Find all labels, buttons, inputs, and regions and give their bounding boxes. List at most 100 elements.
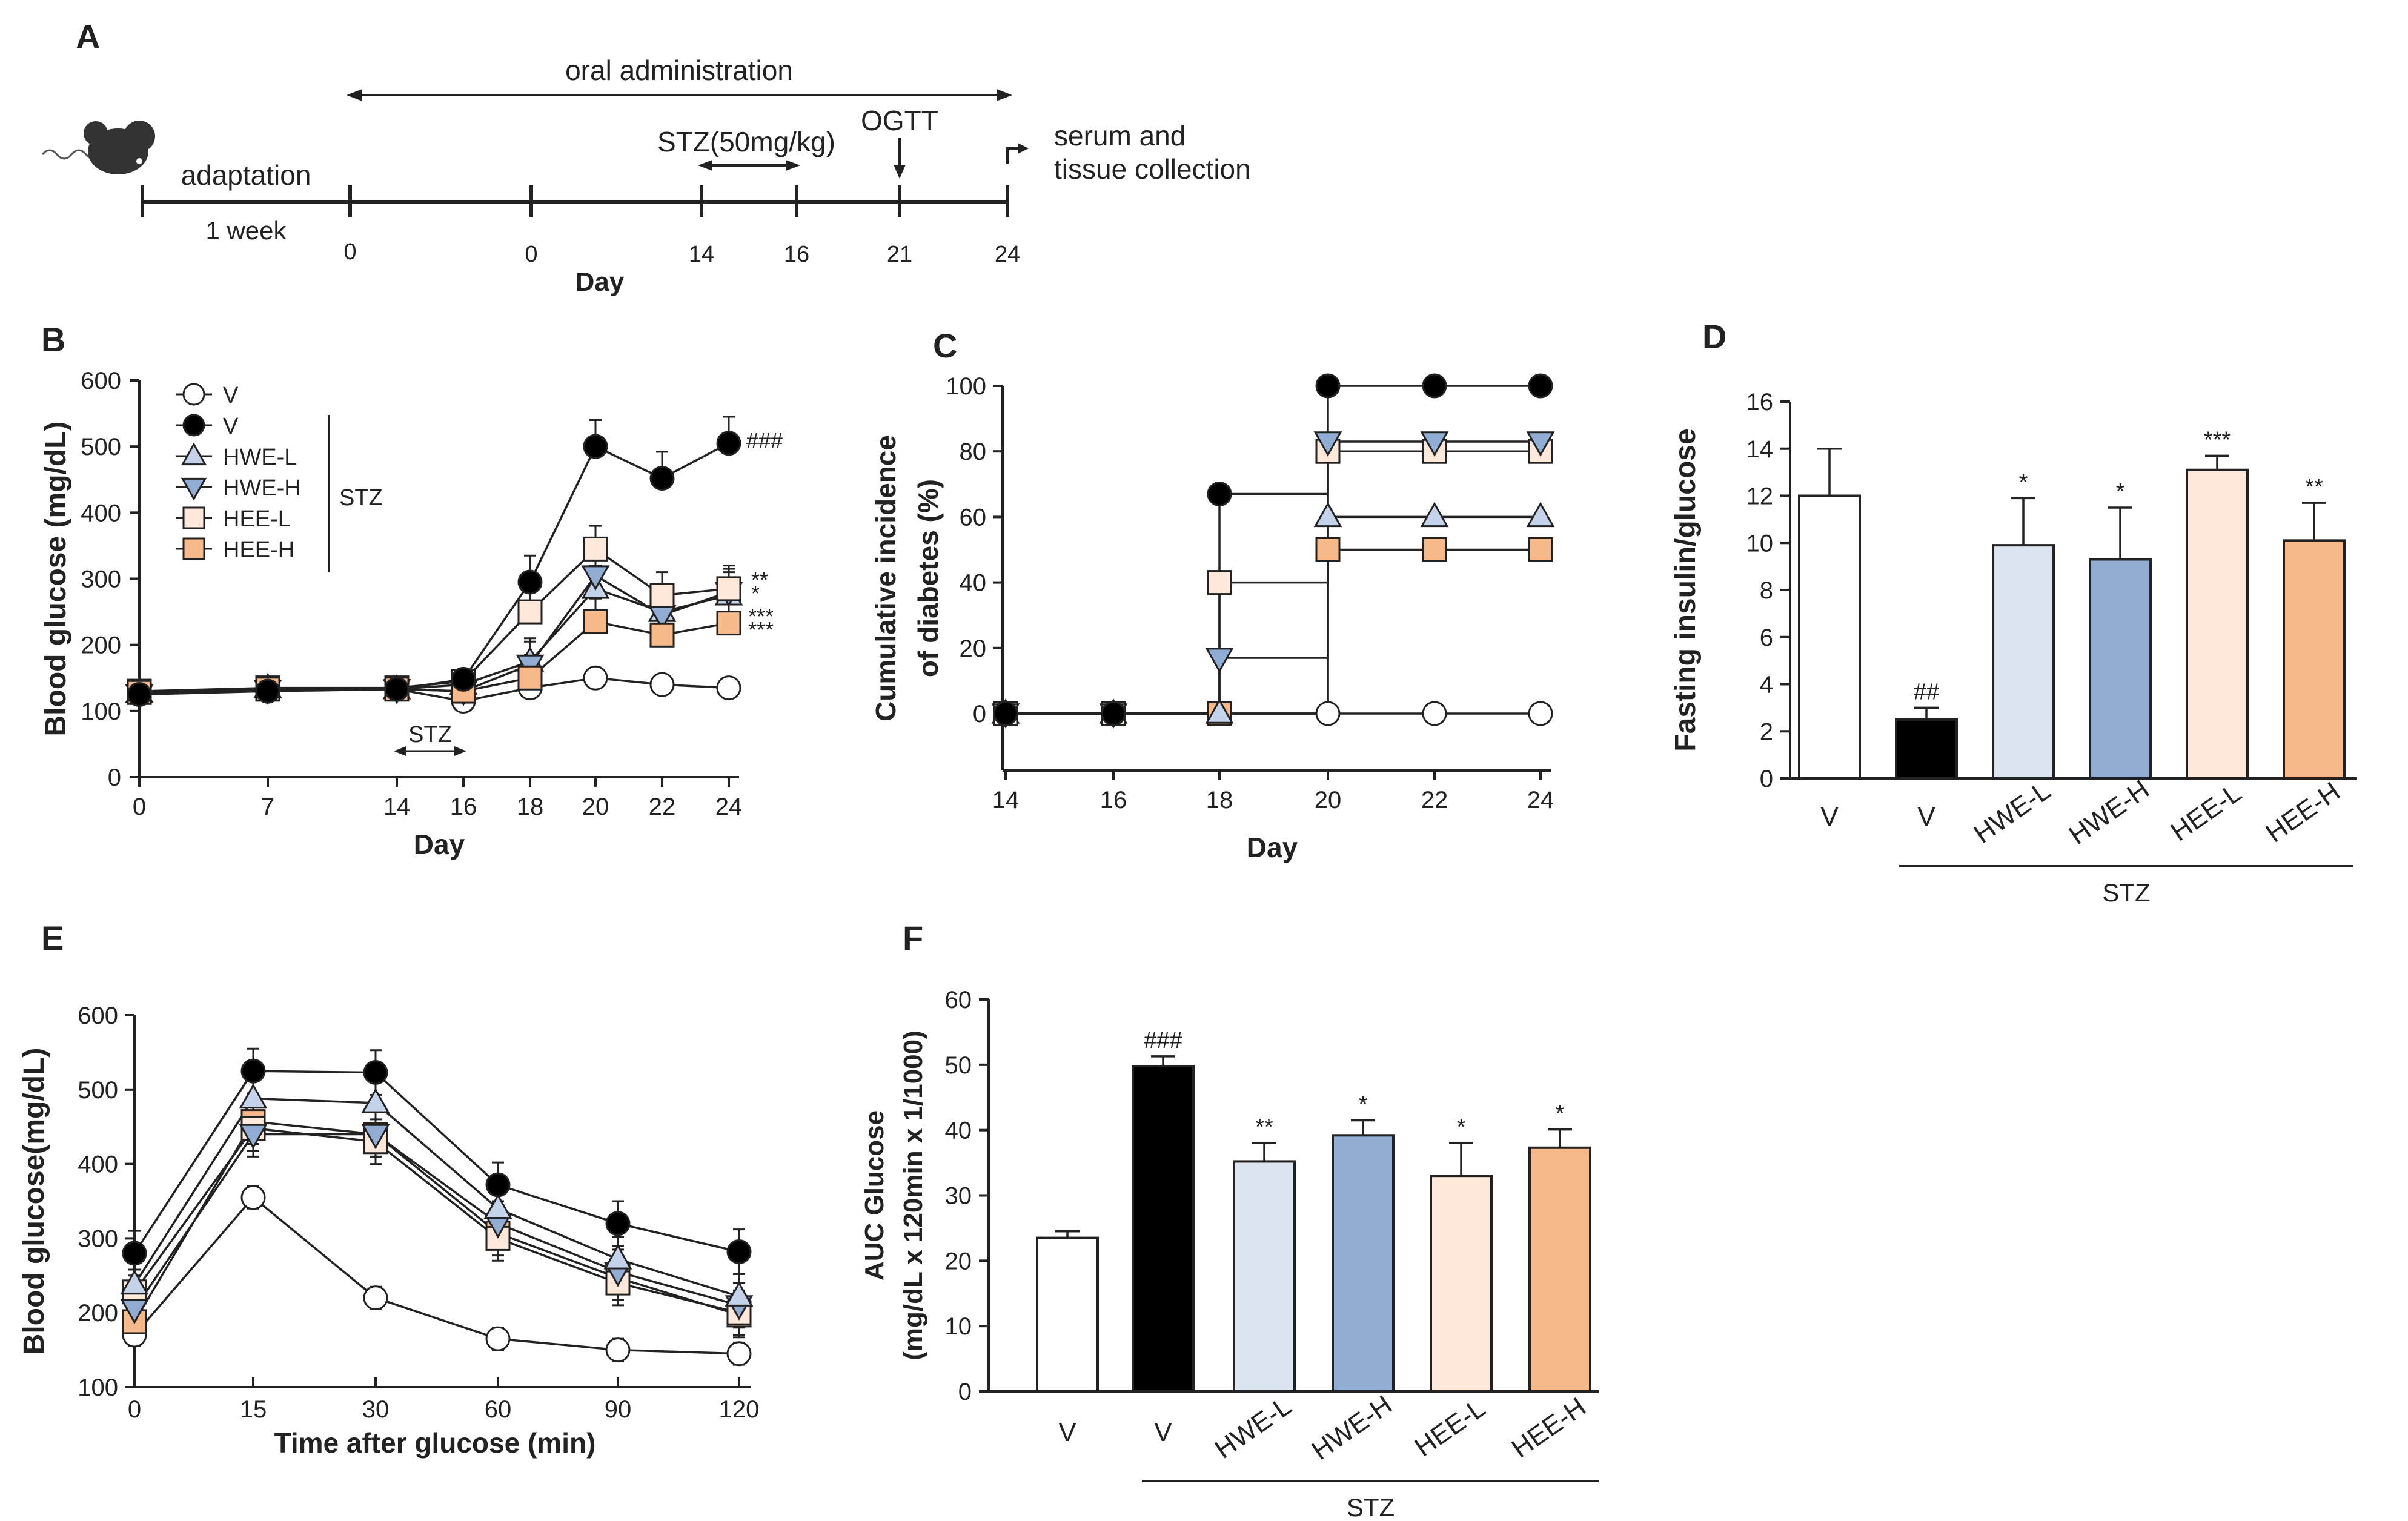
group-label: STZ: [2102, 878, 2150, 907]
chart-e: 100 200 300 400 500 600 0 15 30 60 90 120 Time after…: [18, 1002, 759, 1459]
y-tick-label: 100: [78, 1374, 118, 1401]
data-point: [363, 1285, 388, 1311]
series-line: [139, 574, 729, 696]
timeline-tick: 14: [689, 242, 714, 267]
bar: [2089, 558, 2152, 780]
data-point: [1205, 698, 1234, 724]
significance-mark: *: [1457, 1115, 1466, 1140]
series-line: [133, 1133, 740, 1310]
legend-marker: [181, 477, 207, 501]
data-point: [361, 1088, 390, 1113]
y-tick-label: 8: [1760, 577, 1773, 604]
serum-label-2: tissue collection: [1054, 153, 1251, 185]
y-tick-label: 0: [1760, 766, 1773, 792]
timeline-day-label: Day: [575, 267, 625, 297]
y-tick-label: 40: [960, 570, 987, 597]
x-tick-label: 30: [362, 1396, 390, 1423]
x-tick-label: 16: [450, 794, 477, 820]
data-point: [605, 1211, 631, 1236]
data-point: [1526, 431, 1555, 457]
y-tick-label: 500: [78, 1077, 118, 1104]
x-tick-label: 60: [485, 1396, 512, 1423]
data-point: [239, 1124, 268, 1150]
data-point: [1205, 648, 1234, 673]
y-tick-label: 0: [973, 701, 986, 727]
x-tick-label: 20: [1315, 787, 1342, 814]
legend-marker: [182, 383, 205, 406]
panel-label-a: A: [76, 18, 100, 56]
data-point: [517, 599, 543, 625]
data-point: [649, 466, 675, 491]
data-point: [363, 1060, 388, 1085]
data-point: [485, 1172, 511, 1198]
data-point: [583, 609, 608, 634]
y-tick-label: 50: [945, 1052, 972, 1079]
category-label: V: [1917, 802, 1935, 832]
x-tick-label: 22: [649, 794, 676, 820]
significance-mark: ***: [2204, 427, 2231, 452]
y-tick-label: 60: [960, 504, 987, 531]
series-line: [139, 587, 729, 694]
series-step-line: [1006, 515, 1541, 715]
panel-label-b: B: [41, 320, 65, 359]
category-label: V: [1154, 1417, 1172, 1447]
significance-mark: **: [2305, 474, 2323, 500]
category-label: HWE-H: [2064, 774, 2155, 850]
significance-mark: *: [2019, 469, 2028, 495]
category-label: V: [1058, 1417, 1076, 1447]
data-point: [239, 1083, 268, 1109]
group-label: STZ: [1347, 1493, 1395, 1521]
x-axis-title: Time after glucose (min): [274, 1427, 596, 1459]
data-point: [127, 682, 152, 707]
y-tick-label: 20: [945, 1248, 972, 1274]
legend-marker: [182, 414, 205, 437]
mouse-icon: [41, 121, 155, 174]
legend-label: HEE-L: [223, 506, 291, 532]
data-point: [581, 565, 610, 591]
data-point: [583, 536, 608, 562]
category-label: HEE-H: [1507, 1392, 1591, 1464]
legend-marker: [181, 442, 207, 466]
data-point: [1420, 502, 1449, 528]
y-tick-label: 0: [958, 1379, 972, 1405]
data-point: [1101, 701, 1126, 726]
timeline-tick: 16: [784, 242, 809, 267]
significance-mark: ###: [746, 428, 783, 453]
bar: [1798, 494, 1861, 780]
legend-marker: [182, 506, 205, 529]
data-point: [716, 675, 741, 701]
bar: [1233, 1160, 1296, 1393]
stz-note: STZ: [408, 722, 452, 747]
data-point: [361, 1124, 390, 1150]
data-point: [1528, 537, 1553, 562]
bar: [2186, 468, 2249, 780]
data-point: [1528, 373, 1553, 399]
bar: [1992, 544, 2055, 780]
y-axis-title: AUC Glucose: [860, 1110, 889, 1281]
data-point: [1313, 502, 1342, 528]
series-step-line: [1006, 440, 1541, 715]
data-point: [726, 1239, 752, 1265]
data-point: [716, 431, 741, 456]
y-tick-label: 300: [81, 566, 121, 593]
category-label: HWE-H: [1307, 1390, 1398, 1466]
x-tick-label: 18: [1206, 787, 1233, 814]
legend-label: V: [223, 414, 239, 439]
panel-label-c: C: [933, 326, 957, 365]
series-step-line: [1006, 548, 1541, 715]
ogtt-label: OGTT: [861, 105, 938, 136]
legend-group-label: STZ: [339, 485, 383, 511]
y-tick-label: 40: [945, 1118, 972, 1144]
significance-mark: ***: [748, 604, 774, 629]
serum-label-1: serum and: [1054, 120, 1186, 151]
data-point: [1207, 570, 1232, 595]
chart-d: 0 2 4 6 8 10 12 14 16 V ## V * HWE-L * HWE-H *** HEE-L ** H…: [1670, 389, 2357, 907]
y-tick-label: 200: [78, 1300, 118, 1327]
data-point: [1422, 701, 1447, 726]
y-tick-label: 20: [960, 635, 987, 662]
data-point: [240, 1058, 266, 1084]
y-tick-label: 14: [1746, 436, 1774, 463]
significance-mark: **: [1255, 1115, 1273, 1140]
bar: [2283, 539, 2346, 780]
y-tick-label: 100: [946, 373, 986, 400]
